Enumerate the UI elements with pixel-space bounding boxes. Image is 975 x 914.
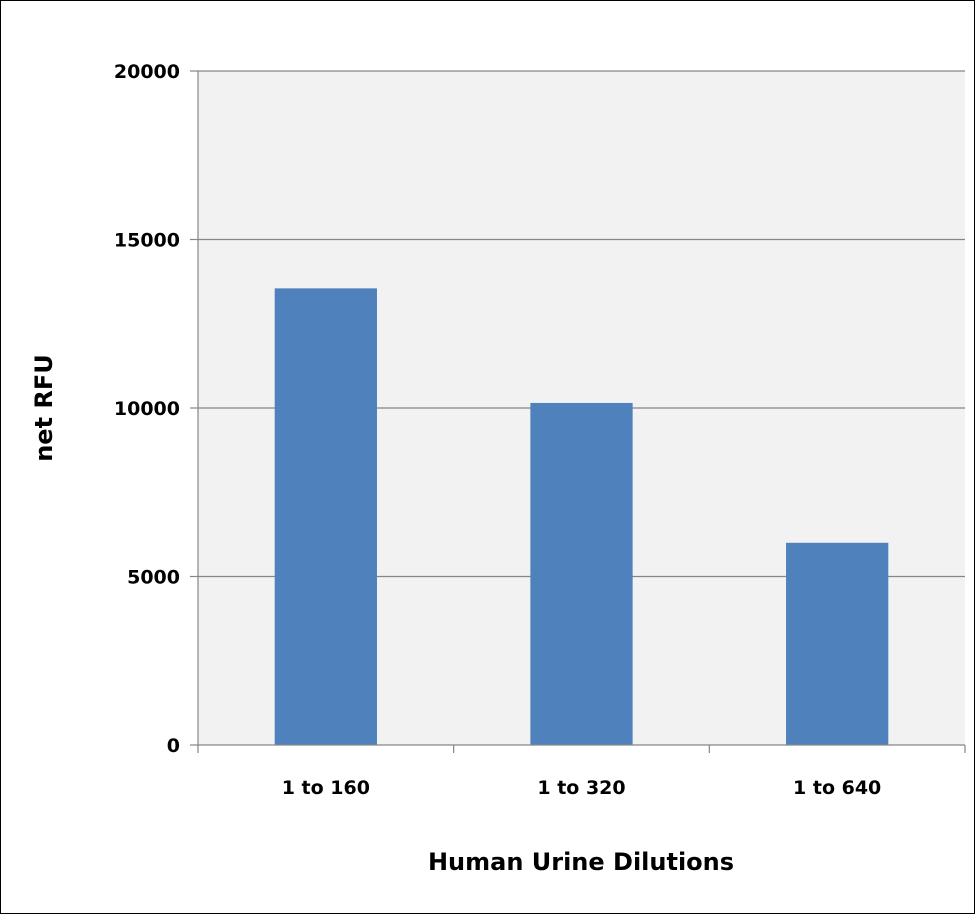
axes <box>190 70 966 753</box>
x-tick-labels: 1 to 160 1 to 320 1 to 640 <box>282 777 882 799</box>
x-tick-label: 1 to 160 <box>282 777 370 799</box>
y-tick-label: 20000 <box>114 61 180 83</box>
bars <box>274 288 889 745</box>
y-tick-label: 10000 <box>114 398 180 420</box>
y-tick-labels: 0 5000 10000 15000 20000 <box>114 61 180 757</box>
x-tick-label: 1 to 320 <box>537 777 625 799</box>
x-tick-label: 1 to 640 <box>793 777 881 799</box>
y-axis-title: net RFU <box>30 354 58 462</box>
y-tick-label: 15000 <box>114 230 180 252</box>
bar <box>274 288 377 745</box>
bar <box>786 542 889 745</box>
bar <box>530 402 633 745</box>
y-tick-label: 0 <box>167 735 180 757</box>
y-tick-label: 5000 <box>127 567 180 589</box>
x-axis-title: Human Urine Dilutions <box>428 848 734 876</box>
